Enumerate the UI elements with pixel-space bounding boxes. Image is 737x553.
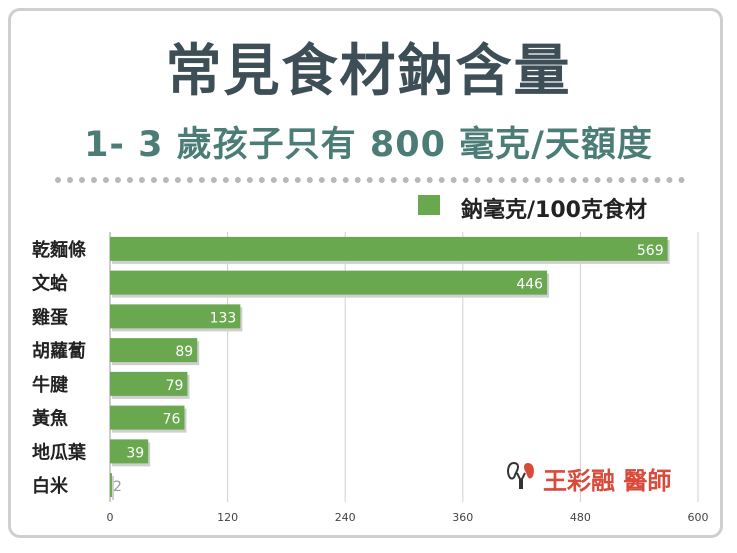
legend-label: 鈉毫克/100克食材: [461, 198, 647, 223]
bar: [110, 270, 548, 295]
data-label: 2: [113, 479, 122, 495]
category-label: 胡蘿蔔: [32, 340, 86, 362]
x-tick-label: 0: [107, 511, 114, 524]
category-label: 白米: [32, 475, 69, 497]
bar: [110, 236, 668, 261]
bar-shadow: [112, 476, 114, 501]
chart-subtitle: 1- 3 歲孩子只有 800 毫克/天額度: [84, 125, 653, 165]
category-label: 乾麵條: [32, 239, 87, 261]
kidney-icon: [507, 461, 534, 489]
bar: [110, 473, 112, 498]
category-label: 黃魚: [31, 408, 68, 430]
category-label: 牛腱: [32, 374, 69, 396]
watermark-text: 王彩融 醫師: [543, 467, 672, 495]
bar: [110, 338, 198, 363]
data-label: 89: [175, 344, 193, 360]
category-label: 雞蛋: [31, 306, 68, 328]
data-label: 446: [516, 277, 543, 293]
bar: [110, 439, 149, 464]
bar: [110, 405, 185, 430]
data-label: 79: [166, 378, 184, 394]
dotted-divider: [55, 177, 685, 183]
x-tick-label: 240: [335, 511, 356, 524]
data-label: 76: [163, 412, 181, 428]
category-label: 文蛤: [32, 273, 68, 295]
category-label: 地瓜葉: [32, 441, 87, 463]
bar: [110, 371, 188, 396]
data-label: 569: [637, 243, 664, 259]
bar: [110, 304, 241, 329]
data-label: 39: [126, 445, 144, 461]
x-tick-label: 600: [688, 511, 709, 524]
chart-title: 常見食材鈉含量: [165, 39, 572, 104]
data-label: 133: [210, 310, 237, 326]
x-tick-label: 360: [452, 511, 473, 524]
x-tick-label: 480: [570, 511, 591, 524]
legend-swatch: [418, 195, 440, 215]
x-tick-label: 120: [217, 511, 238, 524]
